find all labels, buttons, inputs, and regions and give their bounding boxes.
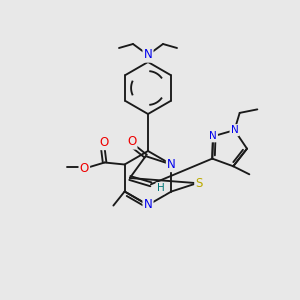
Text: N: N xyxy=(144,199,152,212)
Text: S: S xyxy=(195,177,203,190)
Text: H: H xyxy=(157,183,164,193)
Text: N: N xyxy=(144,49,152,62)
Text: N: N xyxy=(209,131,217,141)
Text: O: O xyxy=(127,135,136,148)
Text: N: N xyxy=(167,158,176,171)
Text: O: O xyxy=(80,162,89,175)
Text: N: N xyxy=(231,125,239,135)
Text: O: O xyxy=(99,136,108,149)
